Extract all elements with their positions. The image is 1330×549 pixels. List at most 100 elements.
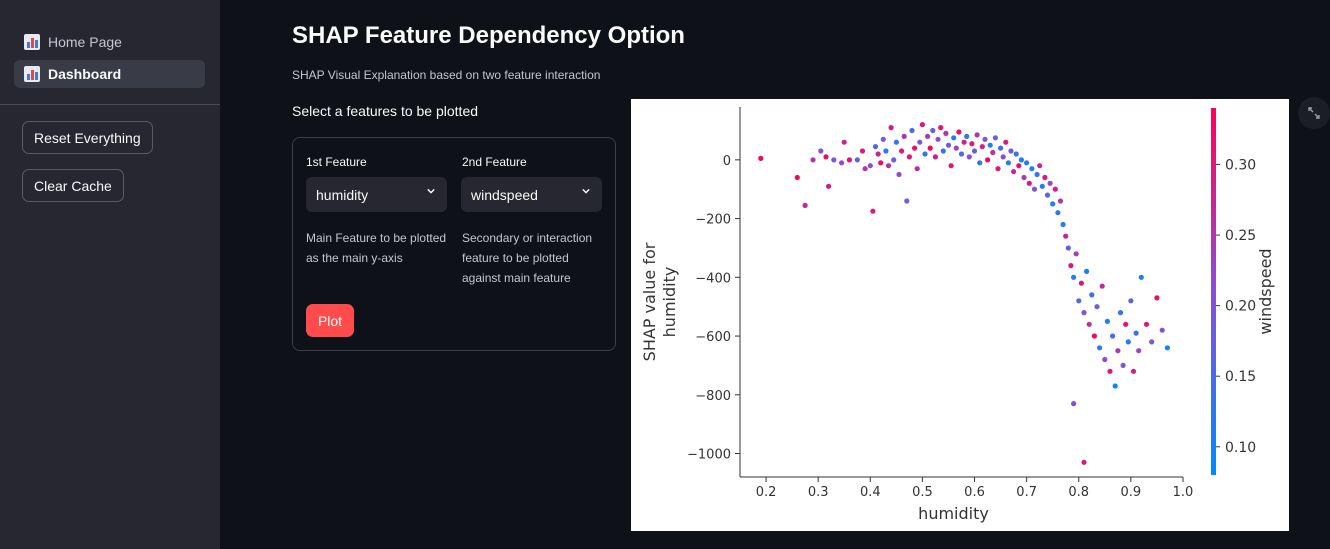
scatter-point (1013, 151, 1019, 157)
scatter-point (990, 149, 996, 156)
scatter-point (1052, 186, 1058, 192)
x-tick-label: 0.7 (1016, 485, 1037, 500)
scatter-point (1044, 192, 1051, 198)
feature2-help: Secondary or interaction feature to be p… (462, 231, 593, 285)
scatter-point (1071, 401, 1077, 407)
feature2-value: windspeed (471, 186, 538, 203)
feature1-select[interactable]: humidity (306, 177, 447, 212)
scatter-point (1164, 345, 1170, 351)
x-tick-label: 0.2 (756, 485, 777, 500)
scatter-point (1128, 298, 1134, 304)
scatter-point (1107, 368, 1113, 374)
scatter-point (1136, 348, 1142, 354)
scatter-point (1091, 333, 1097, 339)
scatter-point (1159, 327, 1165, 333)
scatter-point (985, 157, 991, 163)
x-tick-label: 0.9 (1121, 485, 1142, 500)
scatter-point (1089, 292, 1095, 298)
scatter-point (1073, 251, 1079, 257)
feature1-help: Main Feature to be plotted as the main y… (306, 231, 447, 265)
scatter-point (922, 151, 928, 157)
x-tick-label: 0.5 (912, 485, 933, 500)
fullscreen-button[interactable] (1298, 97, 1330, 129)
bar-chart-icon (24, 66, 42, 82)
scatter-point (1078, 280, 1084, 286)
colorbar-tick-label: 0.20 (1225, 299, 1256, 315)
scatter-point (1021, 174, 1027, 181)
scatter-point (893, 139, 899, 145)
scatter-point (958, 151, 965, 157)
scatter-point (818, 148, 824, 154)
scatter-point (1018, 157, 1024, 163)
scatter-point (927, 145, 933, 151)
sidebar-item-label: Dashboard (48, 66, 122, 82)
scatter-point (971, 148, 978, 154)
scatter-point (1130, 368, 1137, 374)
scatter-point (862, 166, 868, 172)
scatter-point (904, 198, 910, 204)
scatter-point (1102, 356, 1108, 363)
scatter-point (1123, 321, 1129, 327)
scatter-point (932, 154, 938, 160)
scatter-point (914, 166, 920, 172)
scatter-point (1149, 339, 1155, 345)
clear-cache-button[interactable]: Clear Cache (22, 169, 124, 202)
y-tick-label: 0 (723, 154, 731, 169)
scatter-point (953, 145, 959, 151)
scatter-point (854, 157, 860, 163)
scatter-point (831, 157, 837, 163)
scatter-point (969, 141, 975, 147)
scatter-point (802, 202, 808, 208)
scatter-point (875, 151, 881, 157)
bar-chart-icon (24, 34, 42, 50)
scatter-point (1086, 321, 1092, 327)
scatter-point (841, 139, 847, 145)
scatter-point (758, 155, 764, 161)
scatter-point (1094, 304, 1100, 310)
scatter-point (1026, 180, 1032, 186)
sidebar-item-home-page[interactable]: Home Page (14, 28, 205, 56)
scatter-point (901, 133, 907, 139)
scatter-point (1110, 333, 1116, 339)
feature-form: 1st Feature humidity Main Feature to be … (292, 137, 616, 351)
scatter-point (1008, 148, 1014, 154)
scatter-point (1037, 163, 1043, 169)
colorbar (1211, 108, 1216, 475)
scatter-point (1042, 174, 1048, 181)
plot-button[interactable]: Plot (306, 304, 354, 337)
scatter-point (909, 127, 915, 134)
shap-dependence-chart: 0.2 0.3 0.4 0.5 0.6 0.7 0.8 0.9 1.0 0 −200 −400 −600… (631, 99, 1289, 531)
scatter-point (1099, 283, 1105, 289)
scatter-point (846, 157, 852, 163)
scatter-point (964, 133, 970, 139)
scatter-point (930, 127, 936, 134)
y-tick-label: −400 (695, 271, 731, 286)
scatter-point (1084, 268, 1090, 274)
scatter-point (995, 166, 1001, 172)
scatter-point (987, 142, 993, 148)
page-subtitle: SHAP Visual Explanation based on two fea… (292, 68, 601, 82)
scatter-point (1081, 310, 1087, 316)
scatter-point (956, 129, 962, 135)
y-axis-label-line: SHAP value for (640, 242, 659, 361)
scatter-point (943, 130, 949, 136)
scatter-point (1112, 383, 1118, 389)
y-tick-label: −1000 (687, 448, 731, 463)
sidebar-item-label: Home Page (48, 34, 122, 50)
scatter-point (878, 160, 884, 166)
scatter-point (1050, 201, 1056, 207)
scatter-point (982, 136, 988, 142)
colorbar-tick-label: 0.25 (1225, 228, 1256, 244)
scatter-point (979, 144, 985, 150)
feature2-select[interactable]: windspeed (461, 177, 602, 212)
scatter-point (1068, 263, 1074, 269)
scatter-point (977, 160, 983, 166)
sidebar-item-dashboard[interactable]: Dashboard (14, 60, 205, 88)
scatter-point (940, 148, 946, 154)
scatter-point (951, 135, 957, 141)
scatter-point (883, 148, 889, 154)
scatter-point (1047, 180, 1053, 186)
reset-everything-button[interactable]: Reset Everything (22, 121, 153, 154)
page-title: SHAP Feature Dependency Option (292, 22, 685, 49)
x-tick-label: 1.0 (1173, 485, 1194, 500)
